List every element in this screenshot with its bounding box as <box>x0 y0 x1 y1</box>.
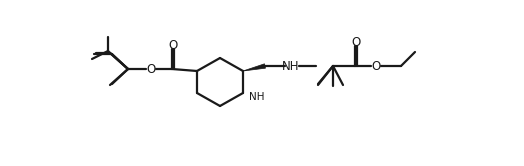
Polygon shape <box>243 64 266 71</box>
Text: O: O <box>372 59 380 73</box>
Text: NH: NH <box>282 59 300 73</box>
Text: NH: NH <box>249 92 265 102</box>
Text: O: O <box>352 36 361 48</box>
Text: O: O <box>169 39 178 51</box>
Text: O: O <box>146 63 156 76</box>
